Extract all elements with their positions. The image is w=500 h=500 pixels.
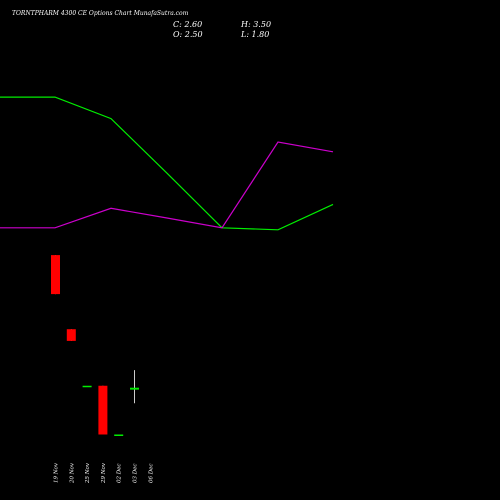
indicator-line-1 (0, 96, 334, 231)
x-tick-label: 03 Dec (133, 464, 139, 484)
open-value: O: 2.50 (173, 30, 203, 39)
indicator-lines (0, 96, 334, 231)
chart-title: TORNTPHARM 4300 CE Options Chart MunafaS… (12, 10, 189, 17)
x-tick-label: 06 Dec (148, 464, 154, 484)
candle-25-nov (82, 385, 92, 388)
indicator-line-2 (0, 141, 334, 229)
low-value: L: 1.80 (241, 30, 270, 39)
candle-19-nov (51, 255, 60, 295)
candle-29-nov (98, 385, 108, 435)
candle-20-nov (66, 329, 76, 341)
close-value: C: 2.60 (173, 20, 203, 29)
x-tick-label: 20 Nov (69, 462, 75, 484)
x-tick-label: 25 Nov (85, 462, 91, 484)
x-tick-label: 19 Nov (54, 462, 60, 483)
candle-02-dec (114, 434, 124, 436)
candles (51, 255, 139, 436)
x-tick-label: 29 Nov (101, 462, 107, 484)
x-tick-label: 02 Dec (117, 464, 123, 484)
x-axis-ticks: 19 Nov 20 Nov 25 Nov 29 Nov 02 Dec 03 Dec 06 D… (54, 462, 155, 484)
high-value: H: 3.50 (241, 20, 272, 29)
candle-03-dec (130, 387, 139, 390)
